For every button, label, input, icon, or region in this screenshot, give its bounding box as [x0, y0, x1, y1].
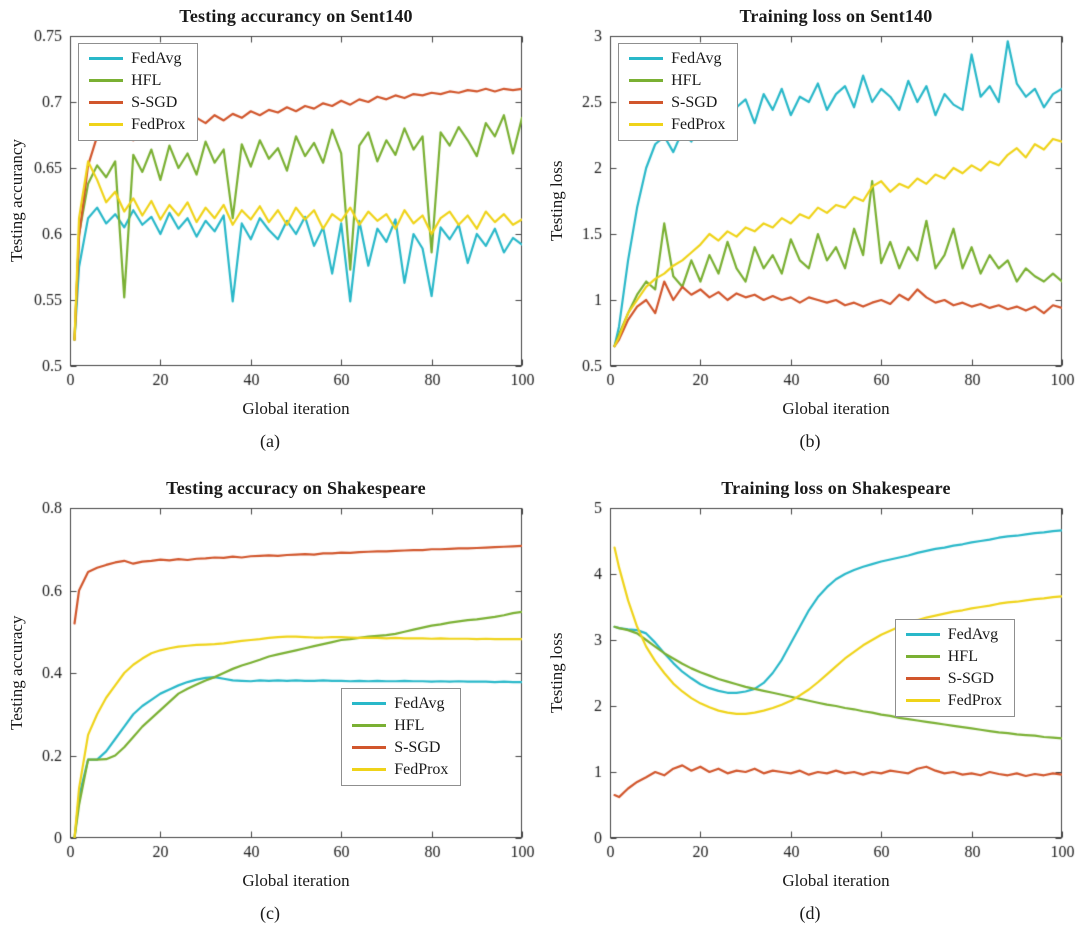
- legend-item: HFL: [629, 70, 725, 92]
- legend-label: S-SGD: [394, 738, 441, 756]
- chart-panel-b: Training loss on Sent140 Testing loss Fe…: [540, 0, 1080, 472]
- legend: FedAvg HFL S-SGD FedProx: [78, 42, 199, 141]
- legend-label: FedAvg: [671, 49, 722, 67]
- subfigure-caption: (d): [799, 903, 821, 923]
- legend-label: FedAvg: [947, 625, 999, 643]
- legend-item: FedAvg: [89, 48, 185, 70]
- legend-label: S-SGD: [947, 669, 994, 687]
- legend-line-swatch: [629, 123, 664, 127]
- chart-panel-a: Testing accurancy on Sent140 Testing acc…: [0, 0, 540, 472]
- legend-line-swatch: [352, 746, 387, 750]
- legend: FedAvg HFL S-SGD FedProx: [618, 42, 739, 141]
- legend-line-swatch: [905, 655, 940, 659]
- legend-label: FedAvg: [131, 49, 182, 67]
- legend-label: FedAvg: [394, 694, 445, 712]
- legend-label: S-SGD: [671, 93, 718, 111]
- x-axis-label: Global iteration: [242, 871, 350, 890]
- legend-item: HFL: [905, 646, 1002, 668]
- legend-line-swatch: [629, 101, 664, 105]
- legend-line-swatch: [89, 79, 124, 83]
- legend-item: S-SGD: [629, 92, 725, 114]
- legend: FedAvg HFL S-SGD FedProx: [894, 618, 1015, 717]
- legend-item: FedProx: [89, 114, 185, 136]
- legend-line-swatch: [905, 677, 940, 681]
- legend-label: FedProx: [131, 115, 186, 133]
- legend: FedAvg HFL S-SGD FedProx: [341, 687, 462, 786]
- legend-line-swatch: [89, 101, 124, 105]
- legend-line-swatch: [629, 57, 664, 61]
- legend-item: FedProx: [352, 759, 448, 781]
- legend-label: HFL: [671, 71, 702, 89]
- legend-line-swatch: [629, 79, 664, 83]
- legend-item: FedProx: [629, 114, 725, 136]
- legend-item: FedProx: [905, 690, 1002, 712]
- legend-label: HFL: [131, 71, 162, 89]
- legend-label: FedProx: [947, 691, 1002, 709]
- legend-line-swatch: [352, 768, 387, 772]
- subfigure-caption: (c): [260, 903, 280, 923]
- plot-area: [0, 500, 540, 868]
- x-axis-label: Global iteration: [782, 399, 890, 418]
- chart-title: Testing accurancy on Sent140: [179, 6, 413, 26]
- legend-line-swatch: [905, 633, 940, 637]
- legend-line-swatch: [89, 57, 124, 61]
- legend-item: HFL: [352, 715, 448, 737]
- chart-title: Training loss on Sent140: [739, 6, 933, 26]
- x-axis-label: Global iteration: [782, 871, 890, 890]
- legend-line-swatch: [352, 724, 387, 728]
- chart-panel-d: Training loss on Shakespeare Testing los…: [540, 472, 1080, 945]
- legend-line-swatch: [89, 123, 124, 127]
- chart-panel-c: Testing accuracy on Shakespeare Testing …: [0, 472, 540, 945]
- legend-label: FedProx: [671, 115, 726, 133]
- subfigure-caption: (b): [799, 431, 821, 451]
- legend-label: FedProx: [394, 760, 449, 778]
- legend-label: S-SGD: [131, 93, 178, 111]
- chart-title: Testing accuracy on Shakespeare: [166, 478, 426, 498]
- x-axis-label: Global iteration: [242, 399, 350, 418]
- legend-line-swatch: [352, 702, 387, 706]
- legend-item: FedAvg: [629, 48, 725, 70]
- legend-item: S-SGD: [89, 92, 185, 114]
- legend-item: FedAvg: [905, 624, 1002, 646]
- legend-item: S-SGD: [352, 737, 448, 759]
- legend-item: HFL: [89, 70, 185, 92]
- legend-label: HFL: [947, 647, 978, 665]
- legend-item: FedAvg: [352, 693, 448, 715]
- legend-line-swatch: [905, 699, 940, 703]
- subfigure-caption: (a): [260, 431, 280, 451]
- legend-item: S-SGD: [905, 668, 1002, 690]
- legend-label: HFL: [394, 716, 425, 734]
- chart-title: Training loss on Shakespeare: [721, 478, 951, 498]
